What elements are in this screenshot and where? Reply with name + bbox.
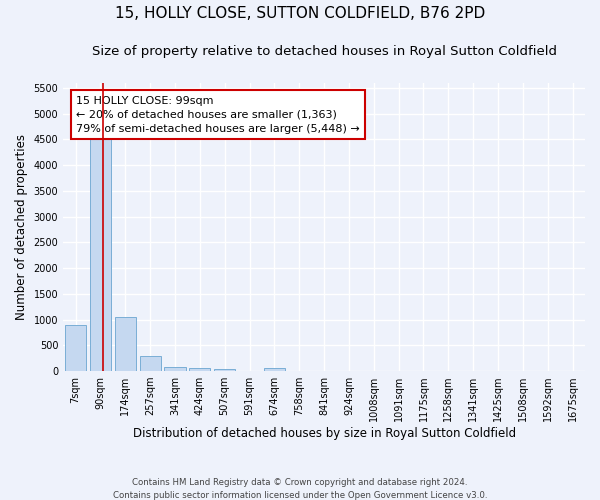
- Bar: [264, 368, 285, 371]
- X-axis label: Distribution of detached houses by size in Royal Sutton Coldfield: Distribution of detached houses by size …: [133, 427, 515, 440]
- Bar: [90, 137, 111, 371]
- Text: 15, HOLLY CLOSE, SUTTON COLDFIELD, B76 2PD: 15, HOLLY CLOSE, SUTTON COLDFIELD, B76 2…: [115, 6, 485, 20]
- Bar: [115, 316, 136, 371]
- Bar: [214, 368, 235, 371]
- Text: 15 HOLLY CLOSE: 99sqm
← 20% of detached houses are smaller (1,363)
79% of semi-d: 15 HOLLY CLOSE: 99sqm ← 20% of detached …: [76, 96, 360, 134]
- Bar: [65, 324, 86, 371]
- Bar: [164, 367, 185, 371]
- Title: Size of property relative to detached houses in Royal Sutton Coldfield: Size of property relative to detached ho…: [92, 45, 557, 58]
- Text: Contains HM Land Registry data © Crown copyright and database right 2024.
Contai: Contains HM Land Registry data © Crown c…: [113, 478, 487, 500]
- Y-axis label: Number of detached properties: Number of detached properties: [15, 134, 28, 320]
- Bar: [140, 356, 161, 371]
- Bar: [189, 368, 211, 371]
